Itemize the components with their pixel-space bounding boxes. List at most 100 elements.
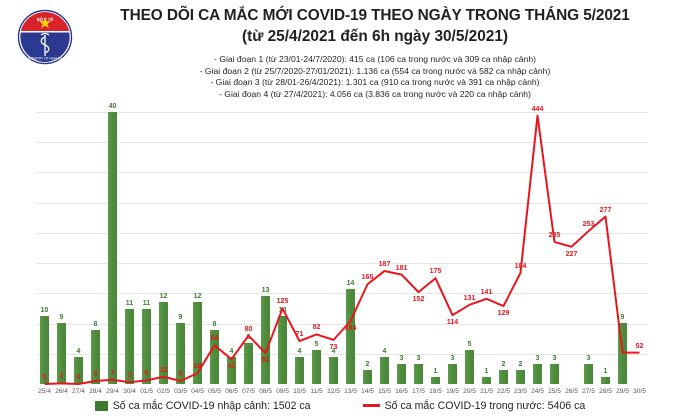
bar [311, 350, 322, 384]
line-value-label: 3 [127, 372, 132, 380]
bar-value-label: 14 [346, 279, 355, 287]
x-axis-tick: 26/5 [565, 388, 578, 395]
bar-value-label: 4 [382, 347, 387, 355]
bar [277, 316, 288, 384]
x-axis-tick: 16/5 [395, 388, 408, 395]
x-axis-tick: 08/5 [259, 388, 272, 395]
bar-value-label: 11 [125, 300, 134, 308]
line-value-label: 184 [514, 262, 527, 270]
line-value-label: 181 [395, 264, 408, 272]
legend-green-square-icon [94, 400, 108, 411]
line-value-label: 6 [144, 370, 149, 378]
bar-value-label: 3 [450, 354, 455, 362]
page-title: THEO DÕI CA MẮC MỚI COVID-19 THEO NGÀY T… [78, 6, 672, 47]
line-value-label: 7 [110, 369, 115, 377]
line-value-label: 82 [312, 324, 321, 332]
bar [447, 363, 458, 384]
x-axis-tick: 17/5 [412, 388, 425, 395]
gridline [36, 172, 648, 174]
bar-value-label: 3 [416, 354, 421, 362]
line-value-label: 165 [361, 274, 374, 282]
x-axis-tick: 25/4 [38, 388, 51, 395]
bar-value-label: 1 [433, 368, 438, 376]
bar-value-label: 3 [399, 354, 404, 362]
line-value-label: 175 [429, 268, 442, 276]
bar [328, 356, 339, 384]
legend-item-domestic: Số ca mắc COVID-19 trong nước: 5406 ca [362, 400, 585, 412]
x-axis-tick: 07/5 [242, 388, 255, 395]
bar-value-label: 4 [76, 347, 81, 355]
bar-value-label: 3 [535, 354, 540, 362]
line-value-label: 51 [261, 357, 270, 365]
legend-red-line-icon [362, 404, 380, 407]
bar [379, 356, 390, 384]
title-line-2: (từ 25/4/2021 đến 6h ngày 30/5/2021) [241, 28, 509, 45]
line-value-label: 131 [463, 294, 476, 302]
x-axis-tick: 23/5 [514, 388, 527, 395]
line-value-label: 41 [227, 363, 236, 371]
x-axis-tick: 22/5 [497, 388, 510, 395]
bar-value-label: 12 [159, 293, 168, 301]
bar [124, 309, 135, 384]
bar [39, 316, 50, 384]
bar-value-label: 13 [261, 286, 270, 294]
bar-value-label: 9 [59, 313, 64, 321]
x-axis-tick: 19/5 [446, 388, 459, 395]
bar-value-label: 3 [586, 354, 591, 362]
ministry-of-health-vietnam-logo: BỘ Y TẾ MINISTRY OF HEALTH [17, 6, 73, 68]
bar-value-label: 6 [246, 334, 251, 342]
bar [56, 322, 67, 384]
bar-value-label: 2 [501, 361, 506, 369]
line-value-label: 64 [210, 335, 219, 343]
bar [532, 363, 543, 384]
bar [226, 356, 237, 384]
phase-line-2: - Giai đoạn 2 (từ 25/7/2020-27/01/2021):… [199, 65, 551, 76]
x-axis-tick: 28/4 [89, 388, 102, 395]
bar [294, 356, 305, 384]
x-axis-tick: 05/5 [208, 388, 221, 395]
bar [396, 363, 407, 384]
x-axis-tick: 03/5 [174, 388, 187, 395]
gridline [36, 142, 648, 144]
gridline [36, 112, 648, 113]
bar [73, 356, 84, 384]
covid-daily-cases-chart: 0501001502002503003504004500510152025303… [0, 103, 680, 395]
line-value-label: 5 [178, 370, 183, 378]
bar-value-label: 12 [193, 293, 202, 301]
bar [464, 350, 475, 384]
bar [260, 295, 271, 384]
line-value-label: 114 [446, 319, 459, 327]
x-axis-tick: 30/4 [123, 388, 136, 395]
x-axis-tick: 10/5 [293, 388, 306, 395]
bar [141, 309, 152, 384]
x-axis-tick: 29/5 [616, 388, 629, 395]
bar-value-label: 2 [365, 361, 370, 369]
bar-value-label: 5 [314, 341, 319, 348]
line-value-label: 152 [412, 296, 425, 304]
phase-summary-list: - Giai đoạn 1 (từ 23/01-24/7/2020): 415 … [78, 54, 672, 100]
line-value-label: 235 [548, 231, 561, 239]
line-value-label: 73 [329, 343, 338, 351]
bar [243, 343, 254, 384]
bar-value-label: 9 [178, 313, 183, 321]
bar-value-label: 5 [467, 341, 472, 348]
gridline [36, 293, 648, 295]
bar-value-label: 8 [93, 320, 98, 328]
phase-line-1: - Giai đoạn 1 (từ 23/01-24/7/2020): 415 … [214, 54, 536, 64]
x-axis-tick: 04/5 [191, 388, 204, 395]
x-axis-tick: 18/5 [429, 388, 442, 395]
x-axis-tick: 27/4 [72, 388, 85, 395]
chart-header: BỘ Y TẾ MINISTRY OF HEALTH THEO DÕI CA M… [0, 0, 680, 104]
x-axis-tick: 15/5 [378, 388, 391, 395]
bar [515, 370, 526, 384]
line-value-label: 187 [378, 260, 391, 268]
bar [498, 370, 509, 384]
x-axis-tick: 02/5 [157, 388, 170, 395]
line-value-label: 5 [93, 370, 98, 378]
bar [413, 363, 424, 384]
bar [600, 377, 611, 384]
gridline [36, 323, 648, 325]
x-axis-tick: 27/5 [582, 388, 595, 395]
line-value-label: 52 [635, 342, 644, 350]
x-axis-tick: 26/4 [55, 388, 68, 395]
